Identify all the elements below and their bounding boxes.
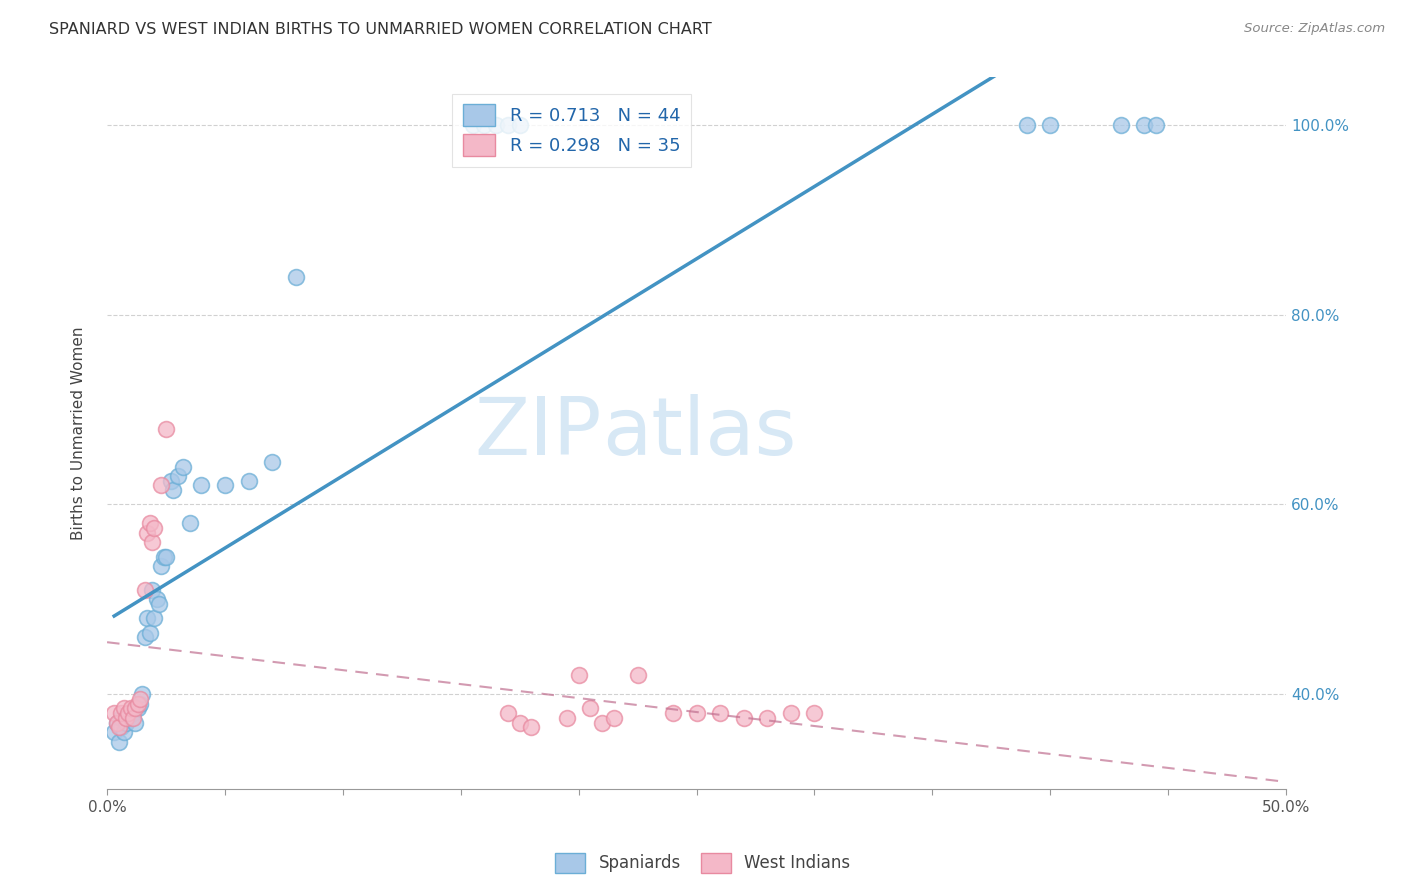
Point [134,630,156,644]
Point [284,269,307,284]
Point [131,687,153,701]
Point [485,118,508,132]
Point [496,118,519,132]
Point [108,721,131,735]
Point [143,611,166,625]
Point [103,706,125,721]
Point [138,516,160,531]
Point [124,701,146,715]
Point [1133,118,1156,132]
Point [159,474,181,488]
Point [603,711,626,725]
Point [115,715,138,730]
Point [112,725,135,739]
Point [127,697,149,711]
Point [496,706,519,721]
Point [141,582,163,597]
Point [509,118,531,132]
Point [1015,118,1038,132]
Point [115,711,138,725]
Point [155,421,177,435]
Point [779,706,801,721]
Point [1144,118,1167,132]
Point [110,721,132,735]
Point [124,715,146,730]
Point [138,625,160,640]
Text: atlas: atlas [602,394,797,472]
Y-axis label: Births to Unmarried Women: Births to Unmarried Women [72,326,86,540]
Point [172,459,194,474]
Point [509,715,531,730]
Point [120,711,142,725]
Point [568,668,591,682]
Point [685,706,707,721]
Point [756,711,779,725]
Point [148,597,170,611]
Point [129,692,152,706]
Point [150,559,173,574]
Point [110,711,132,725]
Point [136,611,159,625]
Point [117,711,139,725]
Point [1039,118,1062,132]
Point [166,469,188,483]
Point [122,711,145,725]
Point [238,474,260,488]
Point [110,706,132,721]
Point [120,701,142,715]
Point [709,706,731,721]
Point [112,701,135,715]
Point [155,549,177,564]
Point [555,711,578,725]
Point [214,478,236,492]
Point [591,715,613,730]
Point [461,118,484,132]
Point [662,706,685,721]
Legend: R = 0.713   N = 44, R = 0.298   N = 35: R = 0.713 N = 44, R = 0.298 N = 35 [453,94,692,167]
Point [152,549,174,564]
Point [105,715,128,730]
Point [179,516,201,531]
Legend: Spaniards, West Indians: Spaniards, West Indians [548,847,858,880]
Text: SPANIARD VS WEST INDIAN BIRTHS TO UNMARRIED WOMEN CORRELATION CHART: SPANIARD VS WEST INDIAN BIRTHS TO UNMARR… [49,22,711,37]
Point [136,525,159,540]
Point [134,582,156,597]
Point [1109,118,1132,132]
Point [162,483,184,498]
Point [117,706,139,721]
Point [803,706,825,721]
Point [472,118,495,132]
Point [103,725,125,739]
Point [143,521,166,535]
Point [108,734,131,748]
Point [127,701,149,715]
Point [190,478,212,492]
Point [579,701,602,715]
Point [733,711,755,725]
Point [105,715,128,730]
Point [150,478,173,492]
Text: Source: ZipAtlas.com: Source: ZipAtlas.com [1244,22,1385,36]
Point [122,706,145,721]
Point [129,697,152,711]
Point [141,535,163,549]
Text: ZIP: ZIP [475,394,602,472]
Point [262,455,284,469]
Point [145,592,167,607]
Point [626,668,648,682]
Point [520,721,543,735]
